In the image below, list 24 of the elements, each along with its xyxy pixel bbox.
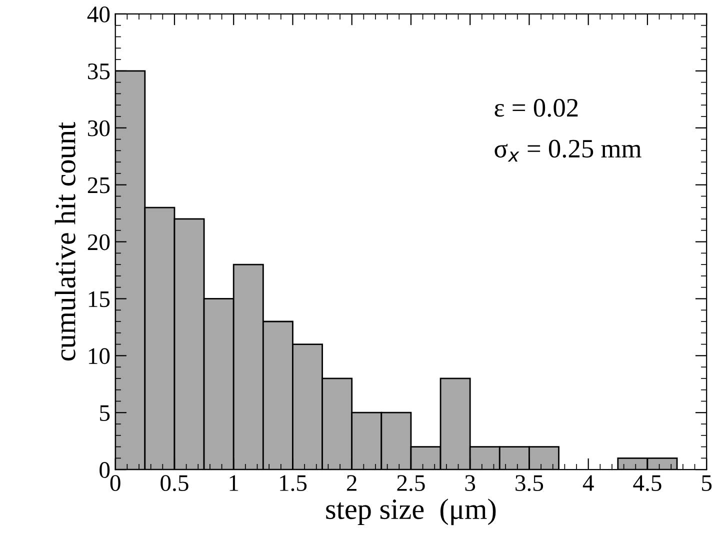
y-axis-title: cumulative hit count [54,122,76,361]
y-tick-label: 25 [88,177,110,194]
x-tick-label: 3 [465,475,476,492]
x-tick-label: 0.5 [160,475,188,492]
annotation: σ$_{x}$ = 0.25 mm [494,140,642,162]
x-tick-label: 1 [230,475,238,491]
y-tick-label: 10 [88,348,110,364]
x-tick-label: 0 [110,475,120,492]
annotation: ε = 0.02 [494,98,578,117]
y-tick-label: 0 [100,462,110,478]
y-tick-label: 30 [88,120,110,136]
x-tick-label: 3.5 [516,475,544,492]
y-tick-label: 15 [88,291,110,308]
x-tick-label: 2 [346,475,356,491]
y-tick-label: 35 [88,63,110,80]
x-tick-label: 5 [702,475,712,492]
y-tick-label: 40 [87,6,110,22]
y-tick-label: 5 [100,405,110,422]
x-tick-label: 4.5 [633,475,662,492]
x-tick-label: 4 [582,475,594,491]
x-axis-title: step size (μm) [326,498,496,526]
x-tick-label: 2.5 [397,475,425,492]
y-tick-label: 20 [88,234,110,250]
x-tick-label: 1.5 [280,475,307,492]
